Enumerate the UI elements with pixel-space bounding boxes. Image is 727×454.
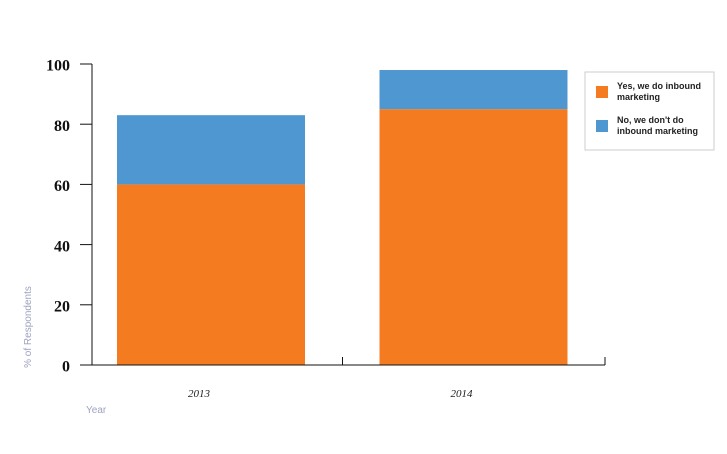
legend-swatch (596, 120, 608, 132)
legend-label: Yes, we do inbound marketing (617, 81, 702, 102)
bar-segment (117, 184, 305, 365)
y-axis-title: % of Respondents (23, 286, 34, 368)
legend-box (584, 71, 715, 151)
bar-segment (117, 115, 305, 185)
legend-label: No, we don't do inbound marketing (617, 115, 698, 136)
y-tick-label: 80 (54, 118, 70, 135)
y-tick-label: 100 (46, 58, 70, 75)
y-tick-label: 60 (54, 178, 70, 195)
y-tick-label: 40 (54, 238, 70, 255)
x-tick-label: 2013 (188, 388, 211, 400)
y-tick-label: 20 (54, 298, 70, 315)
legend-entry: No, we don't do inbound marketing (617, 115, 698, 136)
x-axis-title: Year (86, 405, 107, 416)
x-tick-label: 2014 (451, 388, 474, 400)
bar-segment (379, 109, 568, 366)
bar-segment (379, 70, 568, 110)
y-tick-label: 0 (62, 359, 70, 376)
legend-entry: Yes, we do inbound marketing (617, 81, 702, 102)
legend-swatch (596, 86, 608, 98)
